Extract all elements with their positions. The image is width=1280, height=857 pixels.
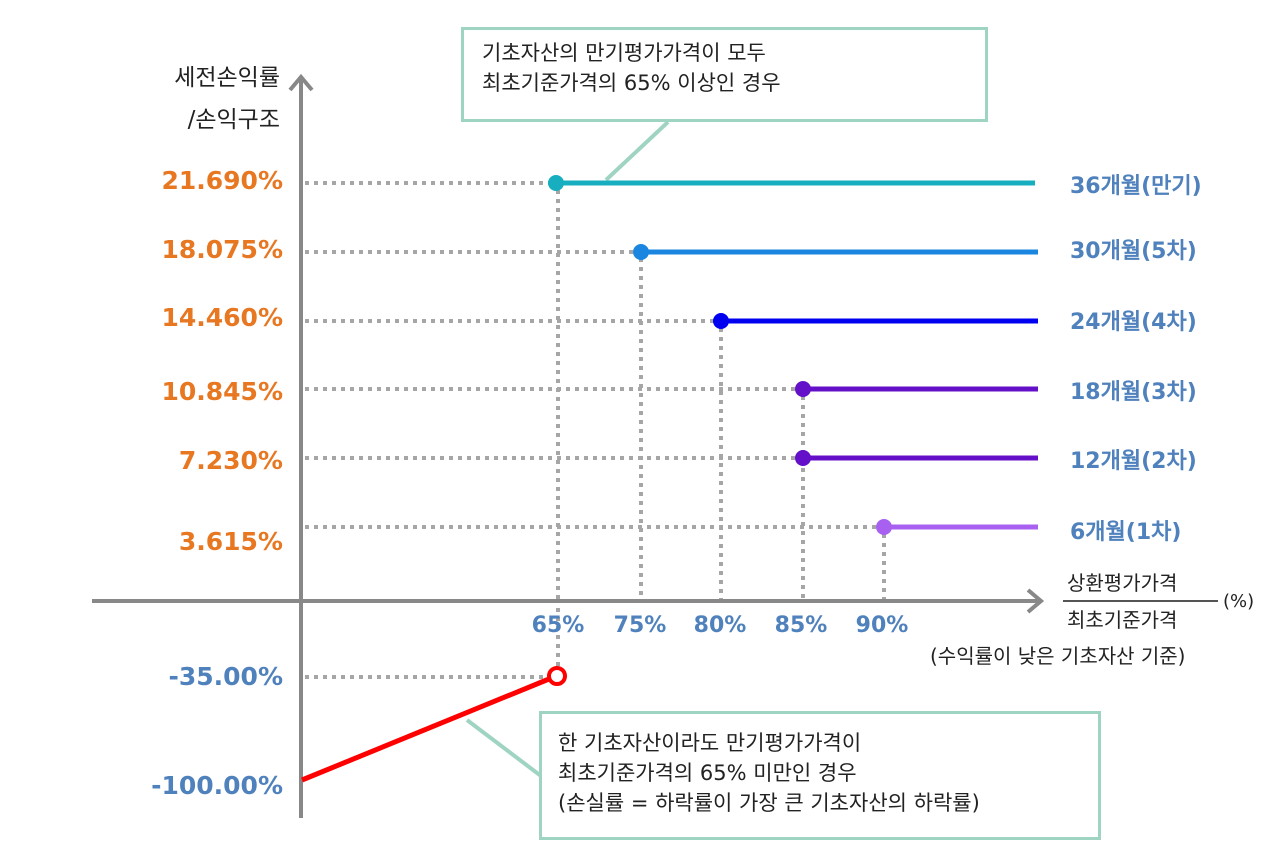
x-tick-75: 75% — [613, 613, 667, 638]
series-24m-point — [713, 313, 729, 329]
x-tick-80: 80% — [693, 613, 747, 638]
x-tick-85: 85% — [774, 613, 828, 638]
bottom-callout-leader — [465, 718, 543, 778]
loss-open-endpoint — [547, 666, 567, 686]
top-callout-leader — [604, 120, 670, 182]
series-label-30m: 30개월(5차) — [1070, 239, 1197, 264]
y-tick-minus-100: -100.00% — [151, 771, 283, 800]
series-12m-point — [795, 450, 811, 466]
x-axis-arrow-icon — [1026, 588, 1045, 614]
x-tick-65: 65% — [531, 613, 585, 638]
y-tick-18-075: 18.075% — [161, 235, 283, 264]
series-label-18m: 18개월(3차) — [1070, 380, 1197, 405]
vertical-guides — [556, 190, 886, 668]
bottom-callout-line2: 최초기준가격의 65% 미만인 경우 — [558, 761, 857, 785]
y-axis-title-line1: 세전손익률 — [174, 65, 280, 91]
bottom-callout-line3: (손실률 = 하락률이 가장 큰 기초자산의 하락률) — [558, 791, 980, 815]
x-title-note: (수익률이 낮은 기초자산 기준) — [930, 644, 1186, 668]
y-tick-21-690: 21.690% — [161, 166, 283, 195]
loss-line — [301, 676, 550, 783]
series-label-24m: 24개월(4차) — [1070, 310, 1197, 335]
x-title-numerator: 상환평가가격 — [1067, 571, 1178, 595]
series-label-12m: 12개월(2차) — [1070, 449, 1197, 474]
y-tick-7-230: 7.230% — [178, 446, 283, 475]
top-callout: 기초자산의 만기평가가격이 모두 최초기준가격의 65% 이상인 경우 — [461, 27, 988, 122]
y-axis-title-line2: /손익구조 — [187, 107, 280, 133]
series-36m-point — [548, 175, 564, 191]
series-30m-point — [633, 244, 649, 260]
payoff-points — [548, 175, 892, 535]
x-tick-90: 90% — [855, 613, 909, 638]
y-tick-minus-35: -35.00% — [168, 662, 283, 691]
series-6m-point — [876, 519, 892, 535]
axes — [92, 73, 1045, 818]
bottom-callout: 한 기초자산이라도 만기평가가격이 최초기준가격의 65% 미만인 경우 (손실… — [539, 711, 1101, 840]
y-tick-10-845: 10.845% — [161, 377, 283, 406]
payoff-lines — [556, 180, 1038, 530]
bottom-callout-line1: 한 기초자산이라도 만기평가가격이 — [558, 731, 862, 755]
top-callout-line2: 최초기준가격의 65% 이상인 경우 — [482, 71, 781, 95]
x-title-unit: (%) — [1223, 591, 1255, 612]
series-label-36m: 36개월(만기) — [1070, 174, 1202, 199]
x-title-denominator: 최초기준가격 — [1067, 608, 1178, 632]
series-label-6m: 6개월(1차) — [1070, 520, 1182, 545]
y-axis-arrow-icon — [288, 73, 314, 92]
y-tick-3-615: 3.615% — [178, 527, 283, 556]
series-18m-point — [795, 381, 811, 397]
top-callout-line1: 기초자산의 만기평가가격이 모두 — [482, 41, 766, 65]
y-tick-14-460: 14.460% — [161, 303, 283, 332]
